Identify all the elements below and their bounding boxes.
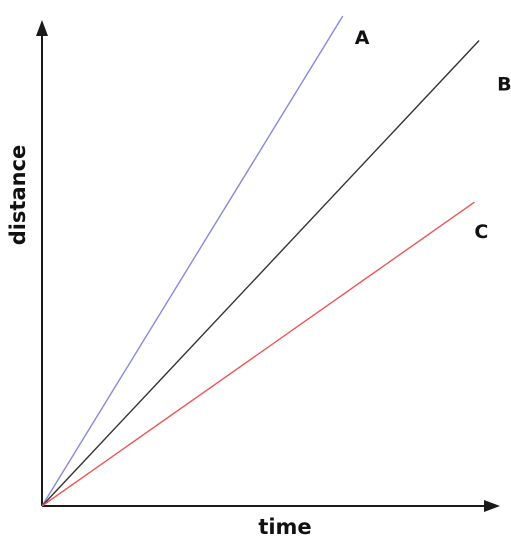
series-b-line [41, 40, 480, 507]
y-axis-arrow-icon [36, 20, 48, 36]
series-layer: A B C [41, 15, 511, 507]
x-axis [42, 500, 500, 512]
series-c-line [41, 201, 475, 507]
y-axis [36, 20, 48, 506]
series-c-label: C [474, 221, 488, 243]
x-axis-arrow-icon [484, 500, 500, 512]
series-a-label: A [355, 27, 370, 49]
series-a-line [41, 15, 344, 507]
x-axis-label: time [258, 515, 311, 539]
series-b-label: B [497, 74, 511, 96]
y-axis-label: distance [6, 145, 30, 246]
